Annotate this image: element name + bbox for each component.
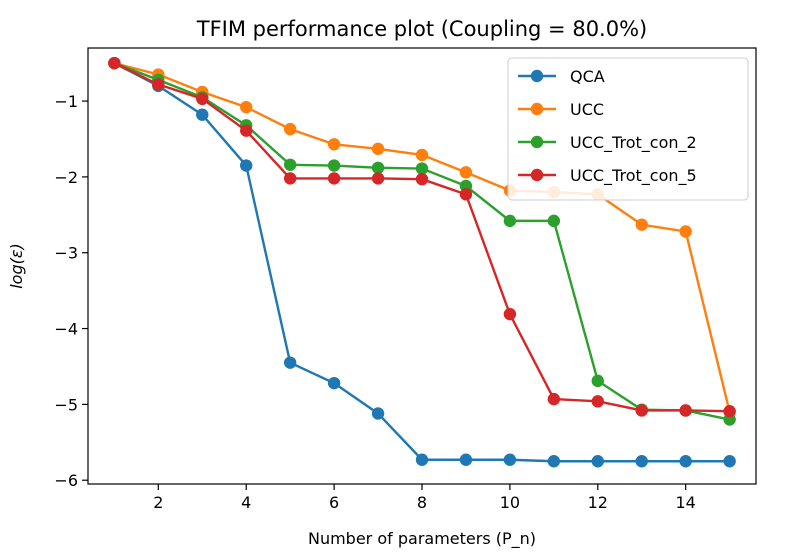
legend-marker	[530, 69, 544, 83]
x-tick-label: 10	[500, 493, 520, 512]
data-point-ucc-trot-con-2	[371, 161, 385, 175]
data-point-ucc	[327, 138, 341, 151]
legend-item-ucc-trot-con-5: UCC_Trot_con_5	[518, 166, 697, 186]
data-point-ucc-trot-con-5	[283, 172, 297, 185]
legend-item-ucc: UCC	[518, 100, 604, 119]
data-point-qca	[635, 455, 648, 468]
legend-marker	[530, 135, 544, 149]
data-point-qca	[503, 453, 517, 466]
data-point-ucc-trot-con-2	[283, 158, 297, 171]
data-point-ucc-trot-con-5	[591, 395, 604, 408]
y-tick-label: −4	[54, 320, 78, 339]
data-point-ucc-trot-con-2	[415, 162, 429, 175]
y-tick-label: −1	[54, 92, 78, 111]
plot-layer	[108, 56, 736, 468]
y-tick-label: −2	[54, 168, 78, 187]
legend-label: UCC	[570, 100, 604, 119]
data-point-ucc-trot-con-2	[503, 214, 517, 228]
legend-box	[507, 57, 749, 201]
data-point-ucc	[371, 142, 385, 156]
data-point-ucc-trot-con-5	[152, 78, 165, 91]
x-tick-label: 2	[153, 493, 163, 512]
data-point-ucc	[415, 148, 429, 162]
legend-item-qca: QCA	[518, 67, 605, 86]
data-point-ucc-trot-con-5	[196, 92, 209, 106]
data-point-qca	[591, 455, 604, 468]
data-point-qca	[371, 407, 385, 420]
data-point-ucc-trot-con-5	[635, 404, 648, 417]
x-tick-label: 4	[241, 493, 251, 512]
data-point-ucc	[635, 218, 648, 231]
data-point-ucc-trot-con-5	[240, 124, 253, 137]
data-point-ucc-trot-con-5	[503, 307, 517, 321]
x-tick-label: 12	[588, 493, 608, 512]
x-tick-label: 6	[329, 493, 339, 512]
data-point-qca	[723, 455, 736, 468]
y-tick-label: −3	[54, 244, 78, 263]
data-point-qca	[547, 455, 561, 468]
data-point-ucc-trot-con-5	[327, 172, 341, 185]
y-tick-label: −6	[54, 471, 78, 490]
data-point-ucc-trot-con-5	[547, 392, 561, 406]
data-point-ucc	[679, 225, 692, 238]
x-axis-label: Number of parameters (P_n)	[308, 529, 536, 549]
data-point-ucc-trot-con-5	[415, 172, 429, 186]
y-axis-label: log(ε)	[7, 243, 26, 289]
chart-title: TFIM performance plot (Coupling = 80.0%)	[196, 17, 648, 41]
x-axis-ticks: 2 4 6 8 10 12 14	[153, 484, 696, 512]
legend-marker	[530, 168, 544, 182]
y-axis-ticks: −1 −2 −3 −4 −5 −6	[54, 92, 88, 490]
legend: QCA UCC UCC_Trot_con_2 UCC_Trot_con_5	[507, 57, 749, 201]
data-point-ucc-trot-con-5	[459, 188, 473, 201]
data-point-ucc-trot-con-2	[327, 159, 341, 172]
data-point-ucc-trot-con-5	[371, 172, 385, 185]
y-tick-label: −5	[54, 395, 78, 414]
data-point-ucc-trot-con-5	[723, 405, 736, 418]
legend-marker	[530, 102, 544, 116]
data-point-qca	[327, 376, 341, 390]
data-point-qca	[240, 159, 253, 172]
x-tick-label: 14	[676, 493, 696, 512]
data-point-qca	[196, 108, 209, 121]
legend-label: UCC_Trot_con_2	[570, 133, 697, 153]
data-point-ucc	[283, 122, 297, 136]
data-point-ucc-trot-con-2	[591, 374, 604, 388]
data-point-qca	[415, 453, 429, 466]
data-point-qca	[283, 356, 297, 369]
legend-label: QCA	[570, 67, 605, 86]
legend-label: UCC_Trot_con_5	[570, 166, 697, 186]
data-point-ucc	[459, 166, 473, 179]
data-point-ucc-trot-con-5	[108, 56, 121, 70]
data-point-ucc	[240, 100, 253, 114]
data-point-ucc-trot-con-5	[679, 404, 692, 417]
data-point-qca	[459, 453, 473, 466]
data-point-qca	[679, 455, 692, 468]
series-ucc-trot-con-5	[108, 56, 736, 418]
x-tick-label: 8	[417, 493, 427, 512]
data-point-ucc-trot-con-2	[547, 214, 561, 228]
legend-item-ucc-trot-con-2: UCC_Trot_con_2	[518, 133, 697, 153]
